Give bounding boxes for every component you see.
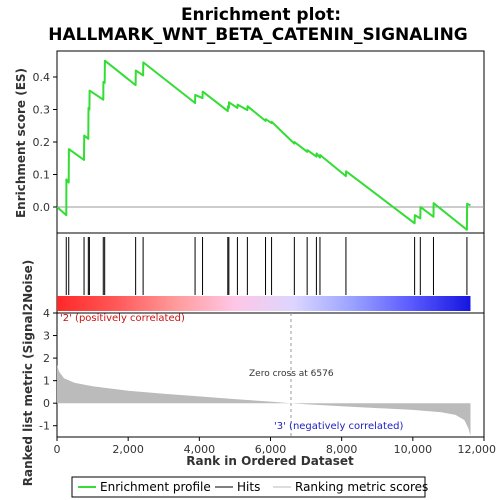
x-tick-label: 10,000 xyxy=(394,443,433,456)
positive-correlation-label: '2' (positively correlated) xyxy=(60,313,185,324)
es-layer xyxy=(56,59,484,231)
metric-layer xyxy=(57,313,471,437)
x-tick-label: 12,000 xyxy=(458,443,497,456)
ranking-color-bar xyxy=(57,296,471,311)
chart-title-line1: Enrichment plot: xyxy=(181,5,341,25)
metric-panel xyxy=(56,312,485,438)
es-tick-label: 0.4 xyxy=(33,71,51,84)
es-axis-title: Enrichment score (ES) xyxy=(14,68,28,218)
es-tick-label: 0.2 xyxy=(33,136,51,149)
zero-cross-label: Zero cross at 6576 xyxy=(249,369,334,379)
chart-title-line2: HALLMARK_WNT_BETA_CATENIN_SIGNALING xyxy=(48,25,468,45)
axis-layer: 0.0 0.1 0.2 0.3 0.4 -1 0 1 2 3 4 0 2,000 4,000 6,000 8,… xyxy=(33,71,497,456)
x-axis-title: Rank in Ordered Dataset xyxy=(186,454,354,468)
metric-tick-label: 1 xyxy=(43,375,50,388)
negative-correlation-label: '3' (negatively correlated) xyxy=(274,421,403,432)
es-tick-label: 0.1 xyxy=(33,169,51,182)
metric-tick-label: 4 xyxy=(43,307,50,320)
legend-hit-label: Hits xyxy=(237,480,260,494)
x-tick-label: 4,000 xyxy=(184,443,216,456)
legend-box xyxy=(71,476,426,498)
hits-layer xyxy=(65,237,468,295)
es-panel xyxy=(56,50,485,234)
metric-tick-label: 0 xyxy=(43,397,50,410)
es-tick-label: 0.3 xyxy=(33,104,51,117)
x-tick-label: 2,000 xyxy=(112,443,144,456)
metric-tick-label: 2 xyxy=(43,352,50,365)
legend-metric-label: Ranking metric scores xyxy=(295,480,428,494)
enrichment-profile-line xyxy=(56,59,471,231)
legend-es-label: Enrichment profile xyxy=(100,480,211,494)
x-tick-label: 6,000 xyxy=(255,443,287,456)
metric-axis-title: Ranked list metric (Signal2Noise) xyxy=(21,260,35,487)
metric-tick-label: 3 xyxy=(43,330,50,343)
x-tick-label: 8,000 xyxy=(326,443,358,456)
rank-color-gradient xyxy=(57,296,471,311)
metric-tick-label: -1 xyxy=(39,420,50,433)
x-tick-label: 0 xyxy=(54,443,61,456)
es-tick-label: 0.0 xyxy=(33,201,51,214)
ranking-metric-area xyxy=(57,364,471,436)
